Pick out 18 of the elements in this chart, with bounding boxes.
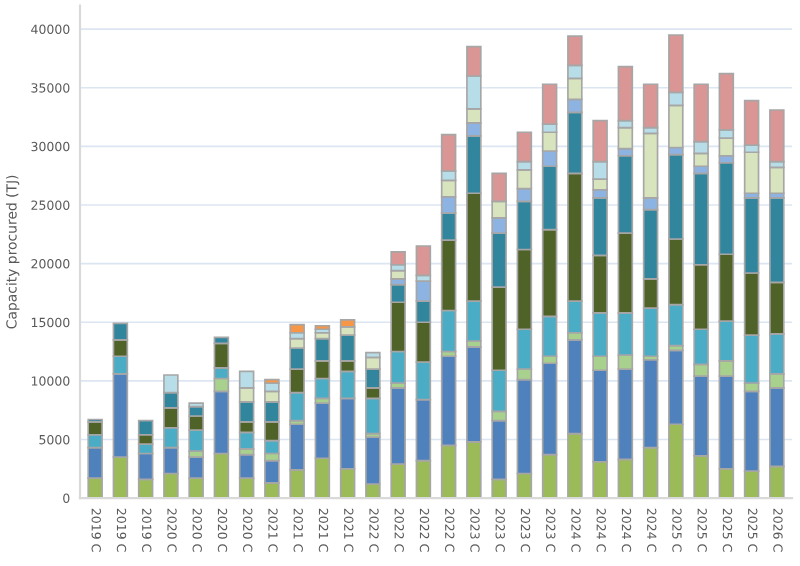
bar: [415, 245, 432, 277]
bar: [718, 137, 735, 157]
bar: [390, 251, 406, 266]
bar: [289, 323, 305, 334]
bar: [743, 151, 760, 195]
bar: [516, 131, 533, 163]
bar: [718, 72, 735, 131]
bar: [339, 319, 356, 328]
bar: [617, 126, 634, 150]
bar: [238, 431, 255, 450]
bar: [541, 83, 558, 125]
bar: [642, 83, 659, 129]
bar: [365, 397, 381, 435]
bar: [769, 166, 785, 195]
bar: [743, 99, 760, 147]
bar: [617, 65, 634, 122]
bar: [390, 269, 406, 280]
bar: [769, 109, 785, 163]
